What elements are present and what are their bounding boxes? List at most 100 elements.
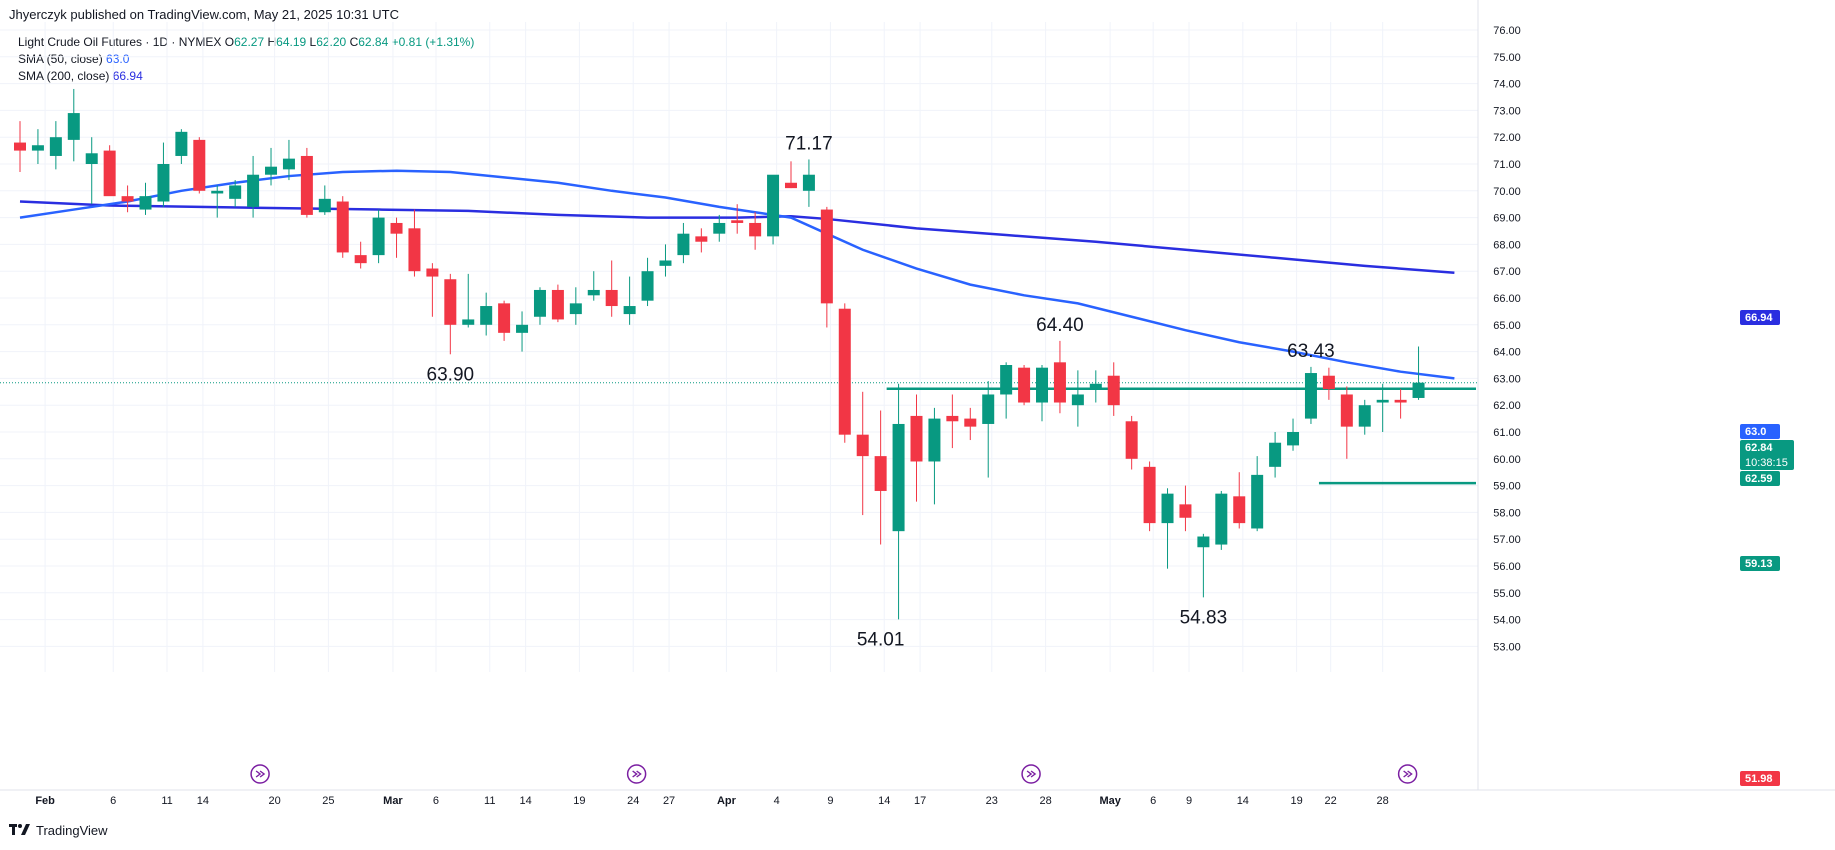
candle[interactable] [462, 273, 475, 328]
candle[interactable] [480, 292, 493, 336]
footer[interactable]: TradingView [9, 822, 108, 839]
event-icon[interactable] [1021, 764, 1041, 784]
candle[interactable] [372, 209, 385, 264]
candle[interactable] [1018, 365, 1031, 406]
candle[interactable] [1304, 366, 1317, 424]
candle[interactable] [1053, 340, 1066, 414]
candle[interactable] [1358, 399, 1371, 435]
countdown-label: 10:38:15 [1745, 457, 1788, 469]
candle[interactable] [1233, 472, 1246, 529]
candle[interactable] [1000, 362, 1013, 419]
candle[interactable] [533, 287, 546, 325]
candle[interactable] [1107, 362, 1120, 416]
candle[interactable] [336, 196, 349, 258]
candle[interactable] [731, 204, 744, 234]
candle[interactable] [1089, 370, 1102, 403]
candle[interactable] [282, 139, 295, 181]
candle[interactable] [1125, 415, 1138, 470]
event-icon[interactable] [626, 764, 647, 784]
candle[interactable] [14, 121, 26, 173]
candle[interactable] [946, 394, 959, 449]
candle[interactable] [659, 244, 672, 277]
candle[interactable] [1251, 456, 1264, 532]
candle[interactable] [49, 121, 62, 170]
x-tick-label: 20 [268, 795, 280, 807]
candle[interactable] [121, 185, 134, 213]
candle[interactable] [587, 271, 600, 301]
candle[interactable] [749, 212, 762, 250]
candle[interactable] [677, 222, 690, 264]
x-tick-label: 6 [433, 795, 439, 807]
candle[interactable] [784, 161, 797, 189]
candle[interactable] [1071, 370, 1084, 427]
candle[interactable] [516, 311, 529, 352]
candle[interactable] [856, 391, 869, 516]
horizontal-levels[interactable] [886, 387, 1476, 485]
candle[interactable] [982, 381, 995, 478]
candle[interactable] [1197, 533, 1210, 598]
candle[interactable] [498, 300, 511, 341]
candle[interactable] [211, 185, 224, 218]
candle[interactable] [318, 185, 331, 215]
candle[interactable] [892, 383, 905, 620]
candle[interactable] [569, 287, 582, 325]
event-icon[interactable] [250, 764, 270, 784]
candle[interactable] [1340, 386, 1353, 459]
candle[interactable] [1036, 365, 1049, 422]
candle[interactable] [1376, 383, 1389, 432]
candle[interactable] [300, 147, 313, 218]
sma200-legend-row[interactable]: SMA (200, close) 66.94 [18, 68, 474, 85]
candle[interactable] [1161, 488, 1174, 569]
candle[interactable] [713, 214, 726, 242]
candle[interactable] [928, 407, 941, 505]
x-tick-label: 14 [197, 795, 209, 807]
candle[interactable] [408, 209, 421, 277]
symbol-row[interactable]: Light Crude Oil Futures · 1D · NYMEX O62… [18, 34, 474, 51]
candle[interactable] [820, 206, 833, 328]
candle[interactable] [605, 260, 618, 317]
candle[interactable] [1143, 461, 1156, 532]
candle[interactable] [1179, 485, 1192, 532]
candle[interactable] [1322, 367, 1335, 400]
candle[interactable] [623, 276, 636, 325]
candle[interactable] [247, 155, 260, 218]
candle[interactable] [838, 303, 851, 443]
candle[interactable] [229, 180, 242, 207]
candle[interactable] [964, 407, 977, 441]
candle[interactable] [1287, 418, 1300, 451]
candle[interactable] [85, 137, 98, 205]
candle[interactable] [1412, 346, 1425, 400]
candle[interactable] [1394, 389, 1407, 419]
candle[interactable] [551, 284, 564, 323]
event-icon[interactable] [1397, 764, 1418, 784]
candle-body [1143, 466, 1156, 524]
event-markers[interactable] [250, 764, 1418, 784]
candle[interactable] [641, 257, 654, 307]
candle[interactable] [802, 159, 815, 207]
candles[interactable] [14, 88, 1425, 620]
candle[interactable] [157, 142, 170, 207]
candle[interactable] [874, 410, 887, 545]
x-tick-label: May [1099, 795, 1121, 807]
sma50-legend-row[interactable]: SMA (50, close) 63.0 [18, 51, 474, 68]
candle[interactable] [175, 129, 188, 164]
candle[interactable] [139, 182, 152, 215]
candle[interactable] [444, 273, 457, 355]
candle[interactable] [1269, 432, 1282, 478]
candle[interactable] [767, 174, 780, 245]
sma50-label: SMA (50, close) [18, 52, 103, 66]
candle[interactable] [695, 228, 708, 253]
candle[interactable] [426, 263, 439, 317]
candle[interactable] [265, 147, 278, 186]
candle[interactable] [910, 394, 923, 502]
candle[interactable] [1215, 490, 1228, 550]
candle[interactable] [193, 137, 206, 194]
candle[interactable] [354, 241, 367, 269]
candle[interactable] [67, 88, 80, 162]
symbol-name: Light Crude Oil Futures · 1D · NYMEX [18, 35, 222, 49]
candle[interactable] [390, 217, 403, 258]
candle[interactable] [103, 145, 116, 197]
candle-body [1412, 382, 1425, 398]
candle[interactable] [31, 129, 44, 164]
